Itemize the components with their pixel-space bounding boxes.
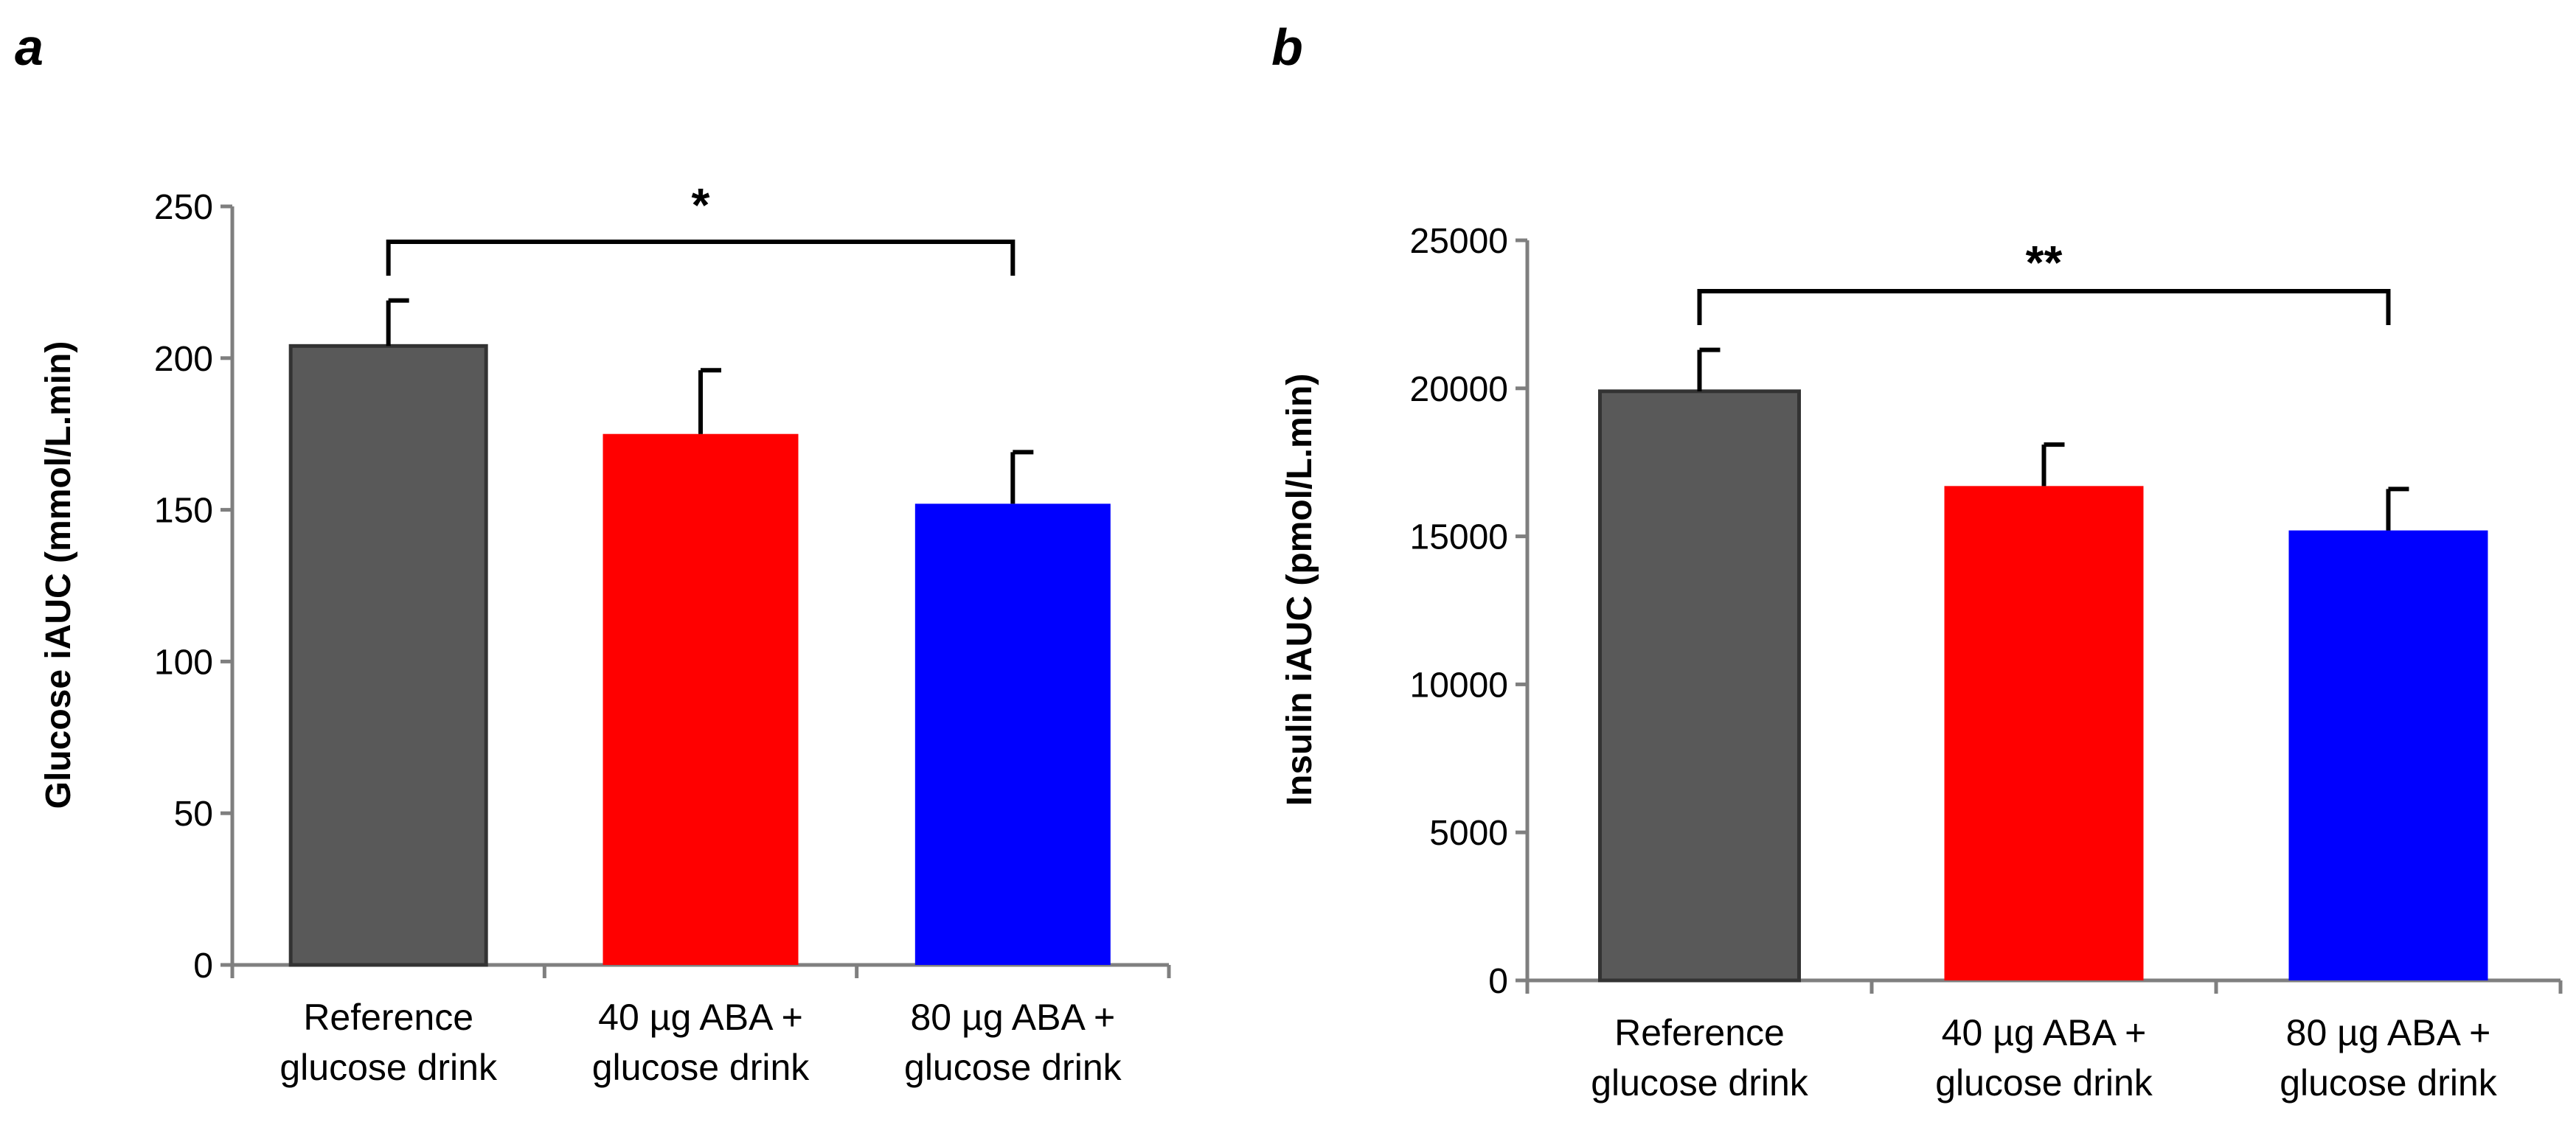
bar-3 [914, 503, 1111, 965]
significance-label: ** [2026, 236, 2063, 289]
bar-3 [2288, 530, 2488, 980]
category-label: 40 µg ABA + [1942, 1012, 2147, 1053]
panel-label-b: b [1271, 18, 1303, 76]
category-label: glucose drink [2280, 1062, 2498, 1104]
bar-1 [288, 344, 488, 967]
y-tick-label: 5000 [1429, 814, 1508, 853]
category-label: 40 µg ABA + [598, 997, 803, 1038]
y-tick-label: 100 [154, 643, 213, 682]
bar-1 [1598, 389, 1801, 983]
y-tick-label: 50 [174, 795, 213, 834]
y-axis-title: Insulin iAUC (pmol/L.min) [1280, 374, 1319, 806]
chart-panel-b: b 0 5000 10000 15000 20000 25000 Insulin iAUC (… [1271, 18, 2563, 1104]
y-axis-title: Glucose iAUC (mmol/L.min) [39, 341, 78, 809]
bar-2 [603, 433, 799, 965]
significance-bracket [386, 240, 1016, 276]
y-tick-label: 0 [1488, 962, 1508, 1001]
significance-bracket [1697, 289, 2391, 325]
category-label: glucose drink [1591, 1062, 1809, 1104]
y-tick-label: 150 [154, 492, 213, 531]
category-label: glucose drink [592, 1047, 810, 1088]
category-label: glucose drink [904, 1047, 1122, 1088]
panel-label-a: a [15, 18, 44, 76]
category-label: Reference [303, 997, 473, 1038]
category-label: 80 µg ABA + [911, 997, 1116, 1038]
y-tick-label: 250 [154, 188, 213, 227]
category-label: glucose drink [280, 1047, 498, 1088]
y-tick-label: 10000 [1410, 666, 1508, 705]
y-tick-label: 15000 [1410, 518, 1508, 557]
category-label: glucose drink [1935, 1062, 2153, 1104]
y-tick-label: 20000 [1410, 370, 1508, 409]
category-label: 80 µg ABA + [2286, 1012, 2491, 1053]
bar-2 [1944, 486, 2144, 980]
category-label: Reference [1614, 1012, 1785, 1053]
y-tick-label: 200 [154, 340, 213, 379]
y-tick-label: 25000 [1410, 222, 1508, 261]
chart-panel-a: a 0 50 100 150 200 250 Glucose iAUC (mmol/L.min… [15, 18, 1171, 1088]
y-tick-label: 0 [193, 947, 213, 986]
significance-label: * [692, 178, 710, 231]
